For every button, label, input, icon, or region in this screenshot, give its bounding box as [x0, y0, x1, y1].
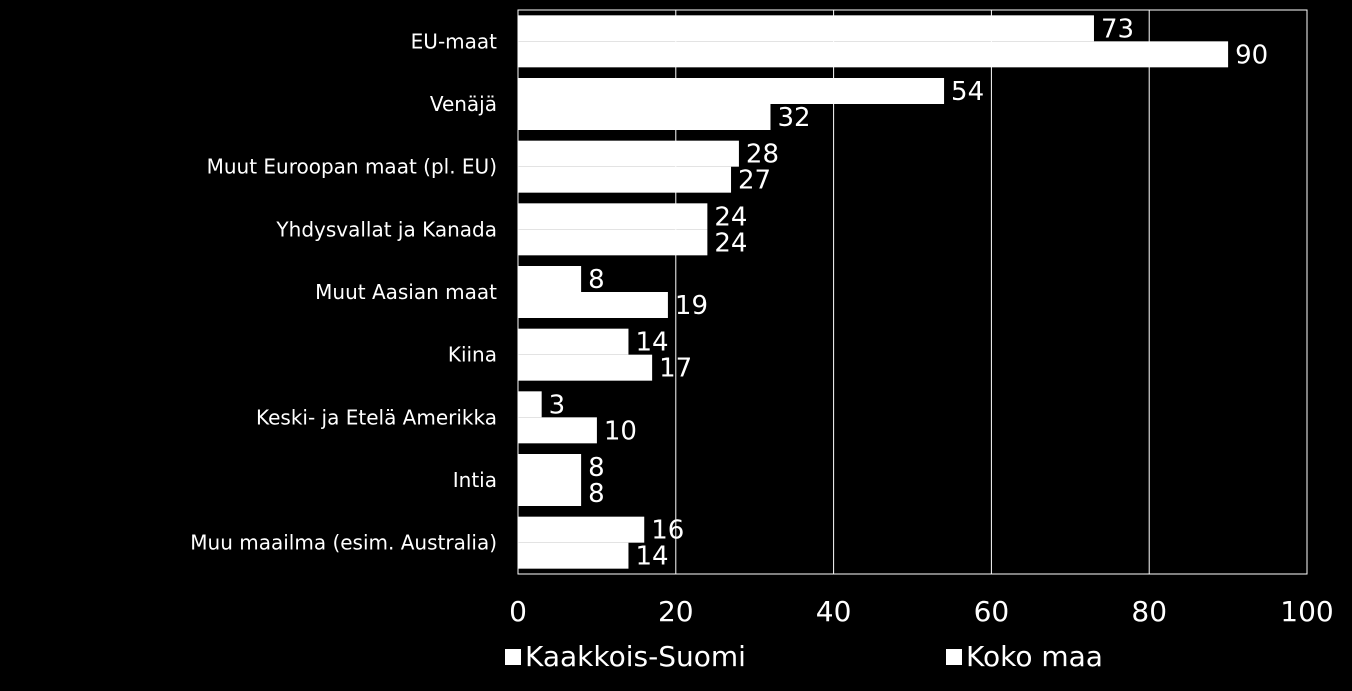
category-label: Kiina [448, 343, 497, 367]
bar [518, 78, 945, 104]
x-tick-label: 0 [509, 595, 527, 628]
x-tick-label: 40 [816, 595, 852, 628]
bar [518, 417, 597, 444]
category-label: Muut Euroopan maat (pl. EU) [207, 155, 497, 179]
data-label: 16 [651, 516, 684, 546]
bar [518, 203, 708, 230]
legend-swatch-koko-maa [946, 648, 962, 665]
category-label: Muu maailma (esim. Australia) [190, 531, 497, 555]
bar [518, 140, 739, 167]
data-label: 10 [604, 416, 637, 446]
data-label: 24 [714, 202, 747, 232]
bar [518, 354, 653, 381]
bar [518, 104, 771, 130]
bar [518, 542, 629, 569]
data-label: 8 [588, 479, 605, 509]
bar [518, 454, 582, 480]
data-label: 90 [1235, 40, 1268, 70]
bar [518, 266, 582, 292]
data-label: 73 [1101, 14, 1134, 44]
x-tick-label: 60 [974, 595, 1010, 628]
data-label: 54 [951, 77, 984, 107]
legend-label-koko-maa: Koko maa [966, 640, 1103, 673]
bar [518, 516, 645, 543]
category-label: Intia [453, 468, 497, 492]
bar [518, 292, 668, 318]
data-label: 27 [738, 166, 771, 196]
legend-item-kaakkois-suomi: Kaakkois-Suomi [505, 640, 746, 673]
bar [518, 15, 1094, 42]
bar [518, 328, 629, 355]
category-label: Venäjä [430, 92, 497, 116]
data-label: 14 [635, 542, 668, 572]
bar [518, 229, 708, 256]
legend-swatch-kaakkois-suomi [505, 648, 521, 665]
data-label: 17 [659, 354, 692, 384]
data-label: 19 [675, 291, 708, 321]
legend-item-koko-maa: Koko maa [946, 640, 1103, 673]
data-label: 14 [635, 328, 668, 358]
bar [518, 166, 732, 193]
category-label: Muut Aasian maat [315, 280, 497, 304]
data-label: 28 [746, 140, 779, 170]
bar [518, 480, 582, 506]
x-tick-label: 80 [1131, 595, 1167, 628]
data-label: 32 [777, 103, 810, 133]
bar [518, 41, 1229, 68]
x-tick-label: 20 [658, 595, 694, 628]
category-label: Yhdysvallat ja Kanada [275, 217, 497, 241]
category-label: EU-maat [411, 29, 497, 53]
data-label: 24 [714, 228, 747, 258]
bar [518, 391, 542, 418]
legend-label-kaakkois-suomi: Kaakkois-Suomi [525, 640, 746, 673]
data-label: 3 [549, 390, 566, 420]
x-tick-label: 100 [1280, 595, 1333, 628]
data-label: 8 [588, 453, 605, 483]
category-label: Keski- ja Etelä Amerikka [256, 405, 497, 429]
data-label: 8 [588, 265, 605, 295]
